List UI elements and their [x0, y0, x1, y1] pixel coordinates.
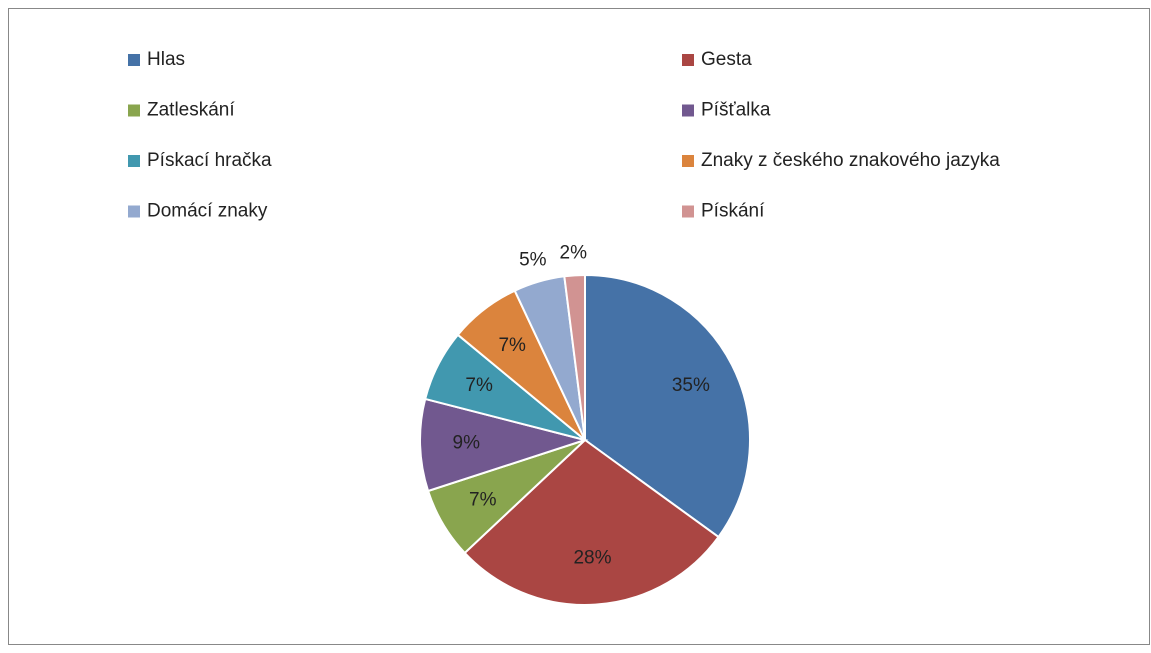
legend-label: Zatleskání — [147, 100, 235, 121]
legend-swatch — [682, 205, 694, 218]
data-label: 35% — [672, 375, 710, 396]
legend-swatch — [682, 104, 694, 117]
legend-label: Pískací hračka — [147, 150, 272, 171]
legend-swatch — [128, 54, 140, 66]
legend-label: Domácí znaky — [147, 201, 268, 222]
legend-label: Gesta — [701, 49, 752, 70]
legend-swatch — [128, 155, 140, 167]
legend-label: Znaky z českého znakového jazyka — [701, 150, 1000, 171]
pie-slice — [419, 397, 589, 493]
legend-label: Píšťalka — [701, 100, 771, 121]
pie-slice — [584, 273, 751, 539]
legend-swatch — [128, 205, 140, 218]
data-label: 28% — [573, 548, 611, 569]
legend-swatch — [682, 155, 694, 167]
data-label: 7% — [465, 375, 493, 396]
data-label: 5% — [519, 249, 547, 270]
pie-slice — [563, 273, 586, 441]
data-label: 7% — [498, 335, 526, 356]
data-label: 2% — [560, 242, 588, 263]
data-label: 9% — [453, 433, 481, 454]
legend-swatch — [682, 54, 694, 66]
legend-label: Pískání — [701, 201, 765, 222]
data-label: 7% — [469, 489, 497, 510]
pie-slice — [463, 438, 720, 606]
legend-swatch — [128, 104, 140, 117]
legend-label: Hlas — [147, 49, 185, 70]
